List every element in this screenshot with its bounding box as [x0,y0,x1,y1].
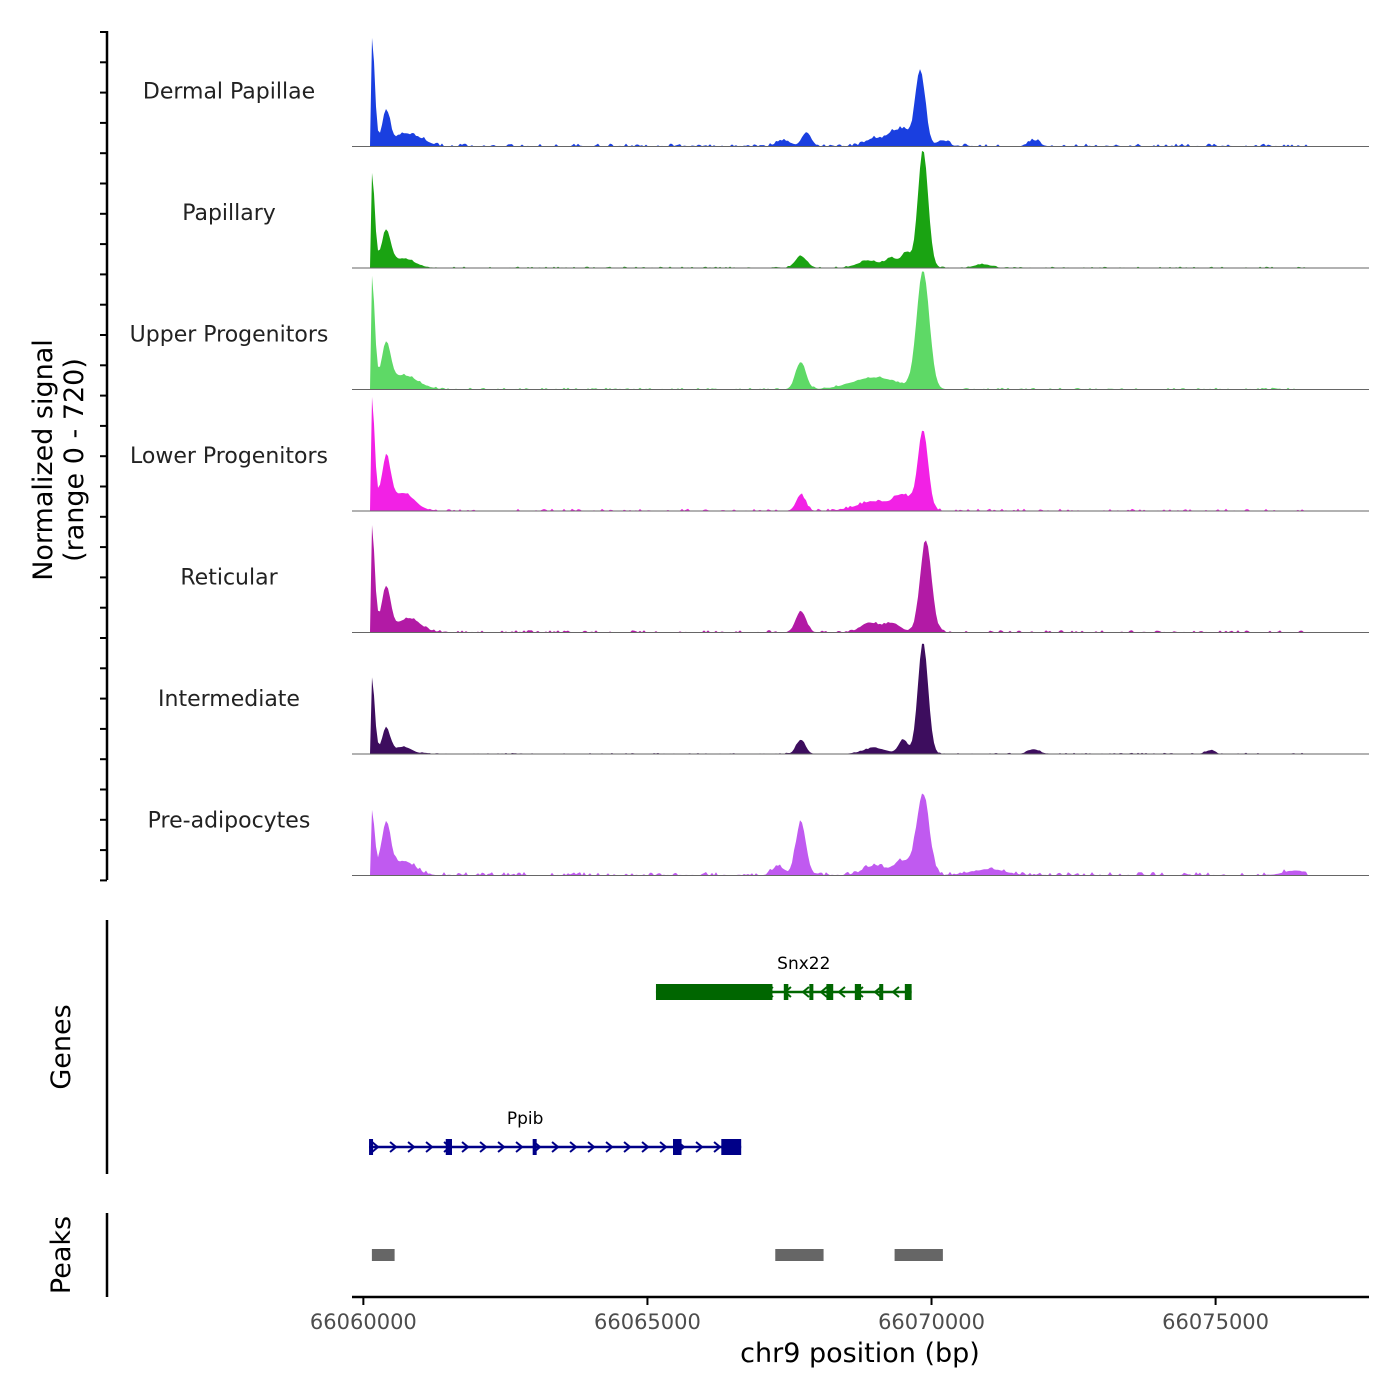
gene-snx22: Snx22 [655,954,912,1000]
strand-arrow [371,1141,380,1153]
exon [721,1139,742,1155]
exon [532,1139,537,1155]
exon [673,1139,682,1155]
strand-arrow [819,986,828,998]
gene-track: Snx22 Ppib [369,954,912,1155]
exon [445,1139,452,1155]
strand-arrow [837,986,846,998]
y-axis-title-line1: Normalized signal [28,339,59,581]
strand-arrow [551,1141,560,1153]
peak-region [894,1249,943,1261]
track-label: Reticular [180,566,278,591]
exon [826,984,834,1000]
x-axis-ticks: 66060000 66065000 66070000 66075000 [310,1297,1269,1334]
strand-arrow [461,1141,470,1153]
track-label: Lower Progenitors [130,444,328,469]
strand-arrow [891,986,900,998]
strand-arrow [641,1141,650,1153]
exon [809,984,814,1000]
strand-arrow [479,1141,488,1153]
genes-axis-title: Genes [46,1004,77,1089]
strand-arrow [587,1141,596,1153]
peaks-axis-title: Peaks [46,1216,77,1294]
strand-arrow [605,1141,614,1153]
track-label: Papillary [182,201,276,226]
gene-label: Ppib [507,1109,544,1129]
x-tick-label: 66065000 [594,1310,701,1334]
track-label: Dermal Papillae [143,80,315,105]
track-label: Pre-adipocytes [148,809,311,834]
strand-arrow [695,1141,704,1153]
gene-ppib: Ppib [369,1109,742,1155]
strand-arrow [569,1141,578,1153]
strand-arrow [407,1141,416,1153]
strand-arrow [623,1141,632,1153]
track-lower-progenitors: Lower Progenitors [130,396,1369,512]
exon [369,1139,374,1155]
strand-arrow [425,1141,434,1153]
x-tick-label: 66075000 [1162,1310,1269,1334]
x-tick-label: 66070000 [878,1310,985,1334]
exon [854,984,862,1000]
signal-y-ticks [100,31,107,882]
gene-label: Snx22 [777,954,830,974]
track-label: Intermediate [158,687,300,712]
signal-tracks: Dermal Papillae Papillary Upper Progenitor… [130,37,1369,876]
peak-region [775,1249,824,1261]
strand-arrow [801,986,810,998]
track-intermediate: Intermediate [158,643,1369,755]
strand-arrow [389,1141,398,1153]
track-dermal-papillae: Dermal Papillae [143,37,1369,147]
peak-track [371,1249,943,1261]
track-label: Upper Progenitors [130,323,329,348]
y-axis-title-line2: (range 0 - 720) [59,358,90,562]
track-pre-adipocytes: Pre-adipocytes [148,793,1369,876]
track-papillary: Papillary [182,150,1369,269]
track-upper-progenitors: Upper Progenitors [130,271,1369,390]
x-axis-title: chr9 position (bp) [740,1338,980,1369]
strand-arrow [515,1141,524,1153]
exon [879,984,884,1000]
exon [783,984,789,1000]
exon [904,984,912,1000]
strand-arrow [497,1141,506,1153]
strand-arrow [659,1141,668,1153]
strand-arrow [713,1141,722,1153]
peak-region [371,1249,395,1261]
exon [655,984,773,1000]
strand-arrow [873,986,882,998]
x-tick-label: 66060000 [310,1310,417,1334]
track-reticular: Reticular [180,525,1369,633]
